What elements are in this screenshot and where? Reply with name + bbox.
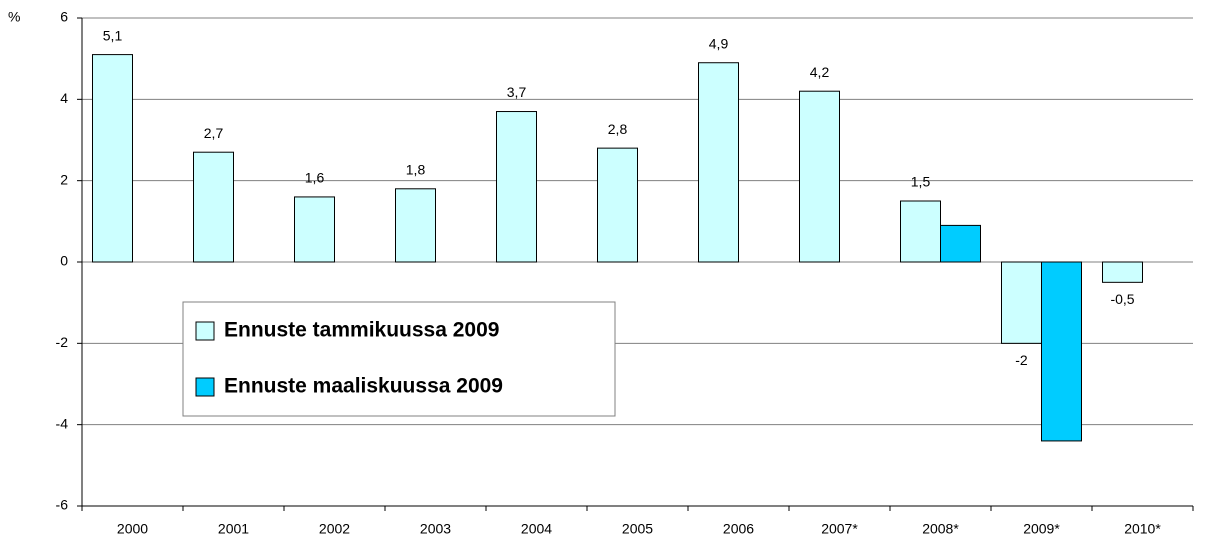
x-tick-label: 2003 [420,521,451,537]
legend-swatch [195,321,215,341]
bar [395,188,436,263]
data-label: 3,7 [507,84,527,100]
y-tick-label: -2 [56,334,69,350]
x-tick-label: 2002 [319,521,350,537]
legend-label: Ennuste tammikuussa 2009 [224,319,499,342]
y-tick-label: 6 [60,9,68,25]
bar [1041,261,1082,442]
data-label: 1,8 [406,162,426,178]
y-tick-label: -6 [56,497,69,513]
y-axis-label: % [8,9,20,25]
data-label: 5,1 [103,27,123,43]
x-tick-label: 2001 [218,521,249,537]
data-label: 4,2 [810,64,830,80]
x-tick-label: 2005 [622,521,653,537]
bar [698,62,739,263]
bar [294,196,335,263]
x-tick-label: 2006 [723,521,754,537]
legend-label: Ennuste maaliskuussa 2009 [224,375,503,398]
bar [496,111,537,263]
x-tick-label: 2010* [1124,521,1161,537]
x-tick-label: 2004 [521,521,552,537]
data-label: -0,5 [1110,291,1134,307]
x-tick-label: 2000 [117,521,148,537]
data-label: 4,9 [709,35,729,51]
y-tick-label: 4 [60,90,68,106]
bar [92,54,133,263]
data-label: 1,5 [911,174,931,190]
bar [799,90,840,263]
y-tick-label: 2 [60,171,68,187]
bar [940,224,981,263]
bar [193,151,234,263]
x-tick-label: 2009* [1023,521,1060,537]
y-tick-label: -4 [56,415,69,431]
data-label: 2,8 [608,121,628,137]
x-tick-label: 2008* [922,521,959,537]
data-label: -2 [1015,352,1028,368]
data-label: 2,7 [204,125,224,141]
legend-swatch [195,377,215,397]
legend-box [182,301,616,417]
x-tick-label: 2007* [821,521,858,537]
data-label: 1,6 [305,170,325,186]
bar [1102,261,1143,283]
bar [597,147,638,263]
bar [900,200,941,263]
bar [1001,261,1042,344]
y-tick-label: 0 [60,253,68,269]
